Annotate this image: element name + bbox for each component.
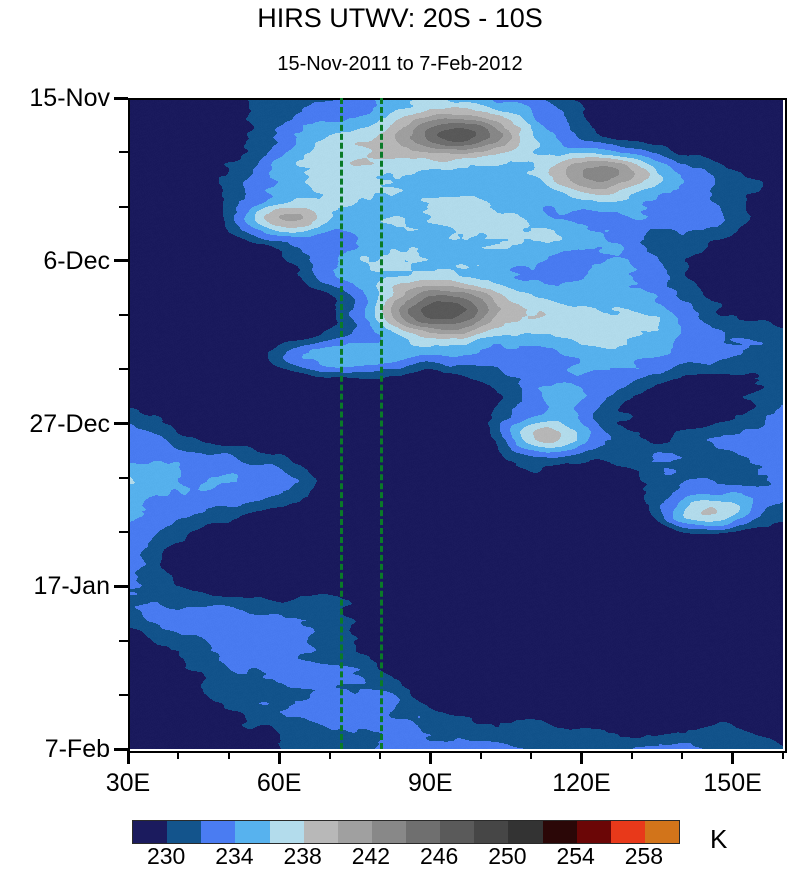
colorbar-cell bbox=[235, 821, 270, 843]
y-tick-label: 6-Dec bbox=[43, 246, 110, 275]
colorbar-tick-label: 258 bbox=[624, 843, 664, 869]
x-tick-minor bbox=[630, 751, 633, 759]
contour-field-canvas bbox=[128, 98, 783, 749]
x-tick-minor bbox=[479, 751, 482, 759]
y-tick-minor bbox=[119, 151, 128, 154]
x-tick-major bbox=[731, 751, 735, 764]
colorbar-cell bbox=[576, 821, 611, 843]
colorbar-cell bbox=[610, 821, 645, 843]
colorbar-cell bbox=[133, 821, 168, 843]
x-tick-minor bbox=[782, 751, 784, 759]
colorbar-cell bbox=[269, 821, 304, 843]
x-tick-label: 60E bbox=[256, 769, 302, 797]
y-tick-label: 7-Feb bbox=[44, 735, 110, 763]
y-tick-major bbox=[114, 422, 128, 425]
x-tick-major bbox=[428, 751, 432, 764]
y-tick-minor bbox=[119, 368, 128, 371]
x-tick-minor bbox=[177, 751, 180, 759]
colorbar-cell bbox=[303, 821, 338, 843]
colorbar-units-label: K bbox=[710, 824, 728, 854]
y-tick-label: 27-Dec bbox=[29, 409, 110, 438]
x-tick-major bbox=[126, 751, 130, 764]
y-tick-label: 17-Jan bbox=[33, 572, 110, 601]
colorbar-cell bbox=[371, 821, 406, 843]
y-tick-major bbox=[114, 584, 128, 588]
x-tick-label: 30E bbox=[105, 769, 151, 797]
x-tick-major bbox=[277, 751, 281, 764]
y-tick-major bbox=[114, 96, 128, 100]
colorbar-cell bbox=[644, 821, 679, 843]
x-tick-major bbox=[579, 751, 583, 764]
x-tick-label: 150E bbox=[703, 769, 762, 797]
x-tick-minor bbox=[328, 751, 331, 759]
y-tick-label: 15-Nov bbox=[29, 84, 110, 112]
colorbar-cell bbox=[337, 821, 372, 843]
y-tick-major bbox=[114, 259, 128, 263]
colorbar-cell bbox=[508, 821, 543, 843]
x-tick-label: 90E bbox=[408, 769, 453, 797]
x-tick-label: 120E bbox=[552, 769, 611, 797]
colorbar-cell bbox=[440, 821, 475, 843]
chart-subtitle: 15-Nov-2011 to 7-Feb-2012 bbox=[277, 53, 523, 75]
x-tick-minor bbox=[681, 751, 684, 759]
y-tick-minor bbox=[119, 314, 128, 316]
colorbar bbox=[132, 820, 680, 844]
x-tick-minor bbox=[227, 751, 230, 759]
colorbar-cell bbox=[542, 821, 577, 843]
y-tick-minor bbox=[119, 531, 128, 533]
y-tick-major bbox=[114, 747, 128, 751]
colorbar-cell bbox=[406, 821, 441, 843]
x-tick-minor bbox=[530, 751, 533, 759]
y-tick-minor bbox=[119, 476, 128, 479]
colorbar-cell bbox=[201, 821, 236, 843]
page-title: HIRS UTWV: 20S - 10S bbox=[257, 3, 543, 33]
colorbar-cell bbox=[474, 821, 509, 843]
y-tick-minor bbox=[119, 639, 128, 642]
y-tick-minor bbox=[119, 205, 128, 208]
x-tick-minor bbox=[378, 751, 381, 759]
colorbar-cell bbox=[167, 821, 202, 843]
hovmoller-plot-area bbox=[128, 98, 783, 749]
y-tick-minor bbox=[119, 693, 128, 696]
